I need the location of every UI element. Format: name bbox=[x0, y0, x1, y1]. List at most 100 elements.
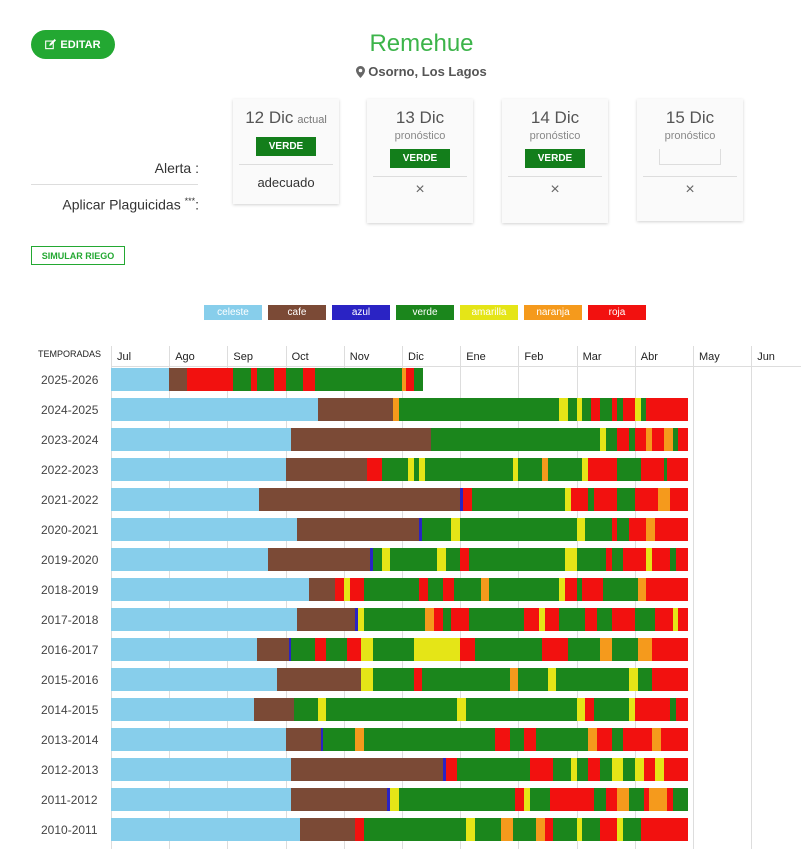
pesticide-colon: : bbox=[195, 196, 199, 213]
segment-verde bbox=[413, 368, 423, 391]
segment-roja bbox=[640, 458, 665, 481]
season-label: 2015-2016 bbox=[41, 673, 99, 687]
segment-amarilla bbox=[361, 668, 374, 691]
segment-amarilla bbox=[381, 548, 391, 571]
segment-roja bbox=[611, 518, 618, 541]
segment-amarilla bbox=[634, 398, 642, 421]
segment-celeste bbox=[111, 608, 298, 631]
segment-roja bbox=[591, 398, 601, 421]
segment-roja bbox=[588, 758, 601, 781]
segment-celeste bbox=[111, 398, 319, 421]
segment-amarilla bbox=[611, 758, 624, 781]
segment-amarilla bbox=[576, 518, 586, 541]
legend-item-roja: roja bbox=[588, 305, 646, 320]
segment-verde bbox=[623, 818, 642, 841]
segment-roja bbox=[530, 758, 554, 781]
segment-celeste bbox=[111, 698, 255, 721]
segment-verde bbox=[509, 728, 525, 751]
month-label: Feb bbox=[524, 351, 544, 363]
segment-cafe bbox=[297, 518, 420, 541]
segment-roja bbox=[652, 668, 688, 691]
segment-amarilla bbox=[672, 608, 679, 631]
segment-verde bbox=[294, 698, 319, 721]
month-label: Oct bbox=[291, 351, 309, 363]
segment-verde bbox=[547, 458, 583, 481]
season-label: 2014-2015 bbox=[41, 703, 99, 717]
simulate-irrigation-button[interactable]: SIMULAR RIEGO bbox=[31, 246, 125, 265]
season-label: 2024-2025 bbox=[41, 403, 99, 417]
segment-verde bbox=[466, 698, 578, 721]
legend-item-amarilla: amarilla bbox=[460, 305, 518, 320]
segment-celeste bbox=[111, 368, 170, 391]
season-label: 2019-2020 bbox=[41, 553, 99, 567]
segment-celeste bbox=[111, 518, 298, 541]
segment-cafe bbox=[259, 488, 461, 511]
segment-celeste bbox=[111, 488, 260, 511]
segment-amarilla bbox=[559, 578, 566, 601]
seasons-header: TEMPORADAS bbox=[38, 349, 102, 359]
alert-badge-empty bbox=[659, 149, 721, 165]
segment-naranja bbox=[663, 428, 674, 451]
segment-roja bbox=[524, 728, 537, 751]
day-card-title: 13 Dic bbox=[395, 108, 445, 127]
segment-verde bbox=[672, 428, 679, 451]
season-label: 2025-2026 bbox=[41, 373, 99, 387]
segment-roja bbox=[660, 728, 688, 751]
segment-verde bbox=[326, 638, 348, 661]
segment-amarilla bbox=[599, 428, 607, 451]
segment-azul bbox=[387, 788, 391, 811]
segment-verde bbox=[256, 368, 275, 391]
segment-naranja bbox=[480, 578, 490, 601]
segment-verde bbox=[623, 758, 636, 781]
segment-verde bbox=[372, 668, 415, 691]
segment-naranja bbox=[646, 428, 653, 451]
segment-verde bbox=[634, 608, 656, 631]
segment-roja bbox=[303, 368, 316, 391]
segment-verde bbox=[445, 548, 461, 571]
season-label: 2010-2011 bbox=[41, 823, 98, 837]
card-separator bbox=[373, 176, 467, 177]
segment-verde bbox=[422, 668, 511, 691]
legend-item-cafe: cafe bbox=[268, 305, 326, 320]
segment-naranja bbox=[425, 608, 435, 631]
segment-roja bbox=[652, 638, 688, 661]
segment-amarilla bbox=[317, 698, 327, 721]
segment-amarilla bbox=[361, 638, 374, 661]
segment-verde bbox=[640, 398, 647, 421]
day-card-title: 15 Dic bbox=[665, 108, 715, 127]
edit-icon bbox=[45, 39, 57, 50]
segment-roja bbox=[675, 548, 688, 571]
segment-roja bbox=[663, 758, 688, 781]
segment-naranja bbox=[652, 728, 662, 751]
segment-cafe bbox=[256, 638, 289, 661]
segment-roja bbox=[599, 818, 618, 841]
segment-roja bbox=[335, 578, 345, 601]
segment-cafe bbox=[291, 788, 388, 811]
segment-naranja bbox=[588, 728, 598, 751]
segment-verde bbox=[582, 818, 601, 841]
segment-naranja bbox=[649, 788, 668, 811]
day-sub: pronóstico bbox=[394, 130, 446, 142]
segment-amarilla bbox=[451, 518, 461, 541]
segment-verde bbox=[233, 368, 252, 391]
segment-roja bbox=[541, 638, 569, 661]
segment-amarilla bbox=[358, 608, 365, 631]
segment-amarilla bbox=[457, 698, 467, 721]
segment-verde bbox=[468, 608, 525, 631]
segment-naranja bbox=[646, 518, 656, 541]
segment-roja bbox=[652, 428, 665, 451]
segment-verde bbox=[428, 578, 444, 601]
day-sub: pronóstico bbox=[529, 130, 581, 142]
segment-verde bbox=[457, 758, 531, 781]
edit-button[interactable]: EDITAR bbox=[31, 30, 115, 59]
segment-roja bbox=[655, 608, 674, 631]
segment-azul bbox=[320, 728, 324, 751]
segment-roja bbox=[605, 548, 612, 571]
legend-item-naranja: naranja bbox=[524, 305, 582, 320]
season-label: 2023-2024 bbox=[41, 433, 99, 447]
segment-roja bbox=[314, 638, 327, 661]
season-label: 2017-2018 bbox=[41, 613, 99, 627]
segment-naranja bbox=[393, 398, 400, 421]
segment-verde bbox=[669, 698, 677, 721]
segment-verde bbox=[599, 398, 612, 421]
